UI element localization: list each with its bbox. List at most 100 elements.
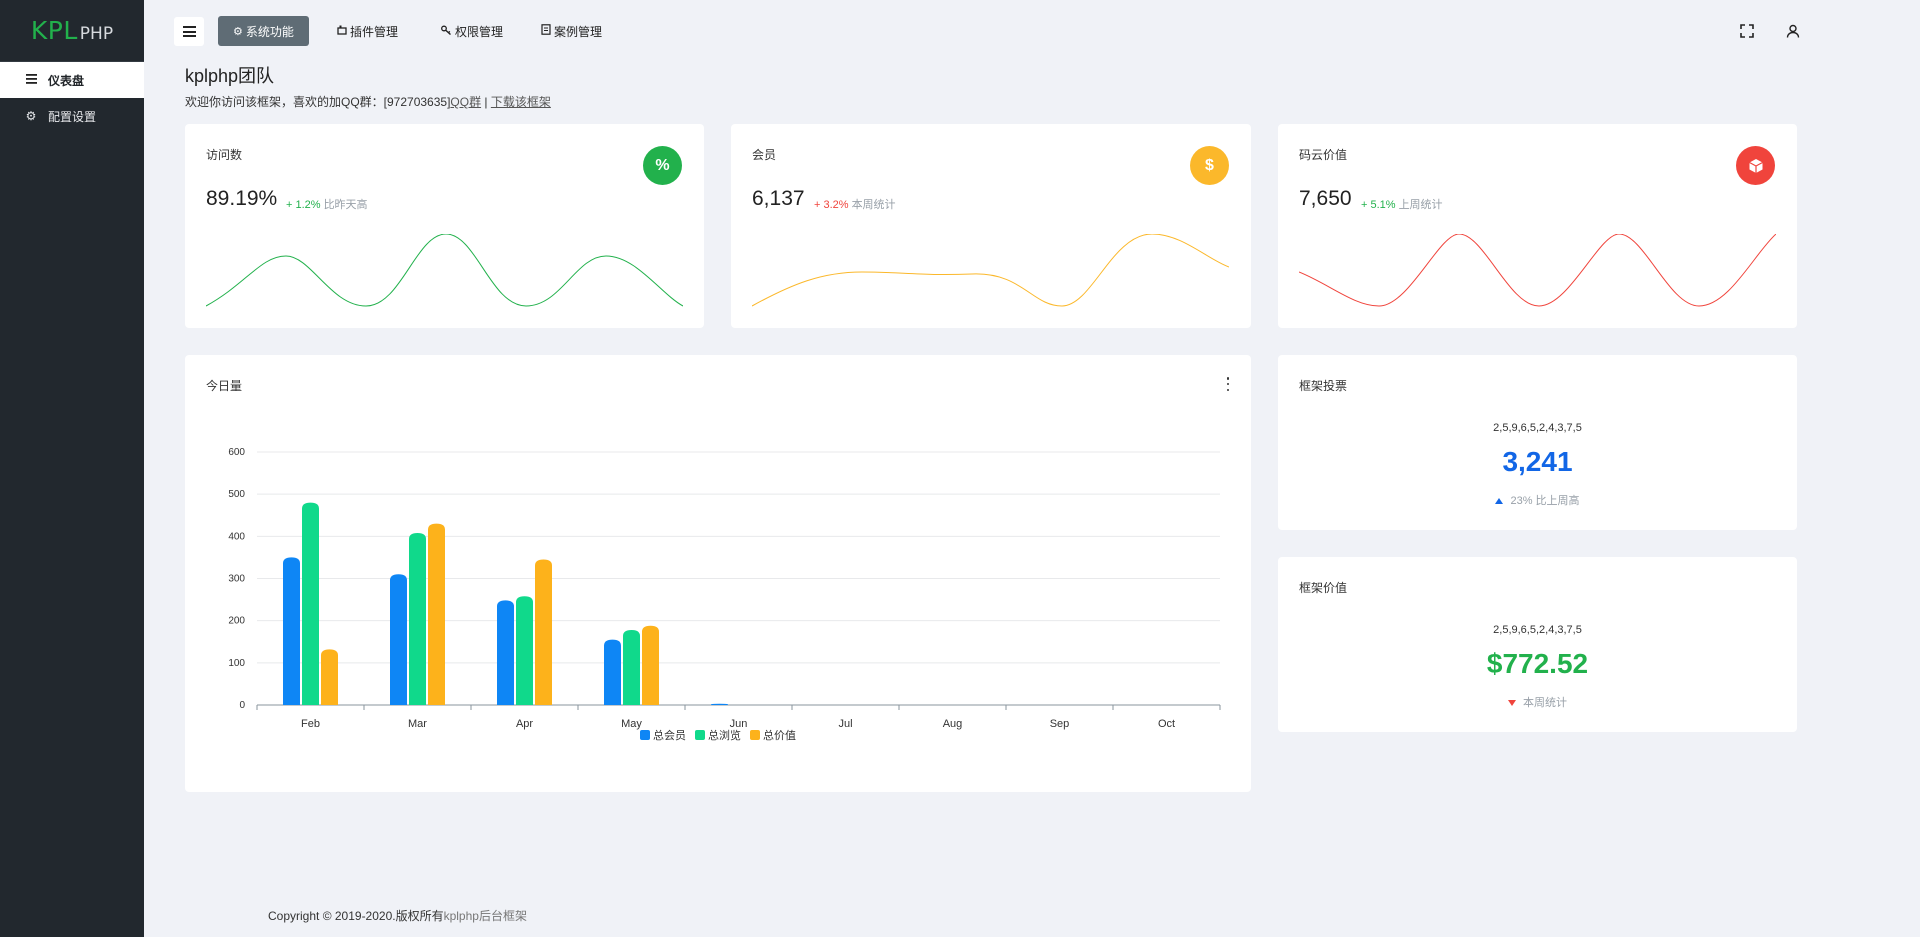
tab-label: 系统功能 [245,24,294,39]
stat-delta-value: + 1.2% [286,199,321,211]
stat-delta-note: 比昨天高 [323,199,368,211]
sidebar: KPL PHP 仪表盘 ⚙ 配置设置 [0,0,144,937]
vote-note-text: 23% 比上周高 [1510,495,1580,507]
stat-delta: + 1.2% 比昨天高 [286,196,368,212]
stat-label: 访问数 [206,148,243,162]
tab-system[interactable]: ⚙ 系统功能 [218,16,309,46]
value-card-title: 框架价值 [1299,581,1348,595]
bar-总价值-May [642,625,659,705]
bar-总会员-Feb [283,557,300,705]
dollar-icon: $ [1190,146,1229,185]
bar-总会员-Mar [390,574,407,705]
page-title: kplphp团队 [185,66,275,86]
value-note-text: 本周统计 [1523,697,1568,709]
bar-总会员-Apr [497,600,514,705]
vote-sequence: 2,5,9,6,5,2,4,3,7,5 [1493,422,1582,434]
footer-copyright: Copyright © 2019-2020.版权所有 [268,909,444,923]
bar-总会员-May [604,639,621,705]
bar-总价值-Feb [321,649,338,705]
sparkline-visits [206,234,683,307]
sparkline-gitee [1299,234,1776,307]
user-icon[interactable] [1782,20,1804,42]
stat-value: 7,650 [1299,187,1352,210]
y-tick-label: 600 [228,447,245,458]
stat-card-visits: 访问数 89.19% + 1.2% 比昨天高 % [185,124,704,328]
more-options-icon[interactable] [1225,377,1231,391]
bar-总浏览-Mar [409,532,426,705]
sidebar-item-dashboard[interactable]: 仪表盘 [0,62,144,98]
y-tick-label: 200 [228,616,245,627]
value-amount: $772.52 [1486,648,1589,679]
fullscreen-icon[interactable] [1736,20,1758,42]
y-tick-label: 0 [239,700,245,711]
stat-delta-note: 本周统计 [851,199,896,211]
stat-delta-value: + 5.1% [1361,199,1396,211]
chart-card-today: 今日量 0 100 200 300 400 500 600 Feb Mar Apr May Jun Ju… [185,355,1251,792]
qq-group-link[interactable]: QQ群 [450,95,482,109]
y-tick-label: 400 [228,531,245,542]
bar-chart: 0 100 200 300 400 500 600 Feb Mar Apr May Jun Jul Aug… [228,447,1221,742]
y-tick-label: 100 [228,658,245,669]
bar-总会员-Jun [711,703,728,705]
bar-总浏览-Feb [302,502,319,705]
stat-label: 会员 [752,148,777,162]
stat-value: 6,137 [752,187,805,210]
topbar: ⚙ 系统功能 插件管理 权限管理 案例管理 [144,0,1920,62]
legend-swatch [750,730,760,740]
x-tick-label: Feb [301,718,320,730]
tab-label: 权限管理 [455,24,504,39]
subtitle-text: 欢迎你访问该框架，喜欢的加QQ群：[972703635] [185,95,451,109]
bar-总浏览-May [623,629,640,705]
stat-delta-value: + 3.2% [814,199,849,211]
tab-permissions[interactable]: 权限管理 [426,16,518,46]
legend-swatch [695,730,705,740]
vote-note: 23% 比上周高 [1278,492,1797,508]
caret-down-icon [1507,697,1516,709]
stat-card-gitee-value: 码云价值 7,650 + 5.1% 上周统计 [1278,124,1797,328]
document-icon [541,24,551,38]
plugin-icon [337,25,347,38]
caret-up-icon [1495,495,1504,507]
chart-title: 今日量 [206,379,243,393]
stat-value: 89.19% [206,187,278,210]
logo-suffix: PHP [79,23,114,44]
download-link[interactable]: 下载该框架 [490,95,551,109]
percent-icon: % [643,146,682,185]
tab-cases[interactable]: 案例管理 [526,16,617,46]
value-card: 框架价值 2,5,9,6,5,2,4,3,7,5 $772.52 本周统计 [1278,557,1797,732]
list-icon [24,73,38,87]
vote-card-title: 框架投票 [1299,379,1348,393]
value-note: 本周统计 [1278,694,1797,710]
footer-brand[interactable]: kplphp后台框架 [443,909,527,923]
tab-label: 插件管理 [350,24,399,39]
legend-label: 总浏览 [708,728,741,742]
gear-icon: ⚙ [25,109,37,123]
logo[interactable]: KPL PHP [0,0,144,62]
x-tick-label: Mar [408,718,427,730]
x-tick-label: Oct [1158,718,1175,730]
stat-delta: + 3.2% 本周统计 [814,196,896,212]
menu-toggle-button[interactable] [174,17,204,46]
legend-label: 总价值 [763,728,796,742]
stat-label: 码云价值 [1299,148,1348,162]
cube-icon [1736,146,1775,185]
x-tick-label: Jun [730,718,748,730]
subtitle-separator: | [481,95,491,109]
tab-plugins[interactable]: 插件管理 [322,16,413,46]
x-tick-label: Jul [838,718,852,730]
vote-value: 3,241 [1502,446,1573,477]
tab-label: 案例管理 [554,24,603,39]
y-tick-label: 500 [228,489,245,500]
y-tick-label: 300 [228,574,245,585]
logo-main: KPL [30,16,78,45]
legend-swatch [640,730,650,740]
hamburger-icon [182,26,196,37]
sidebar-item-label: 配置设置 [48,109,97,124]
stat-delta-note: 上周统计 [1398,199,1443,211]
sidebar-item-label: 仪表盘 [48,73,85,88]
x-tick-label: Apr [516,718,533,730]
bar-总价值-Mar [428,523,445,705]
x-tick-label: Aug [943,718,963,730]
vote-card: 框架投票 2,5,9,6,5,2,4,3,7,5 3,241 23% 比上周高 [1278,355,1797,530]
sidebar-item-settings[interactable]: ⚙ 配置设置 [0,98,144,134]
